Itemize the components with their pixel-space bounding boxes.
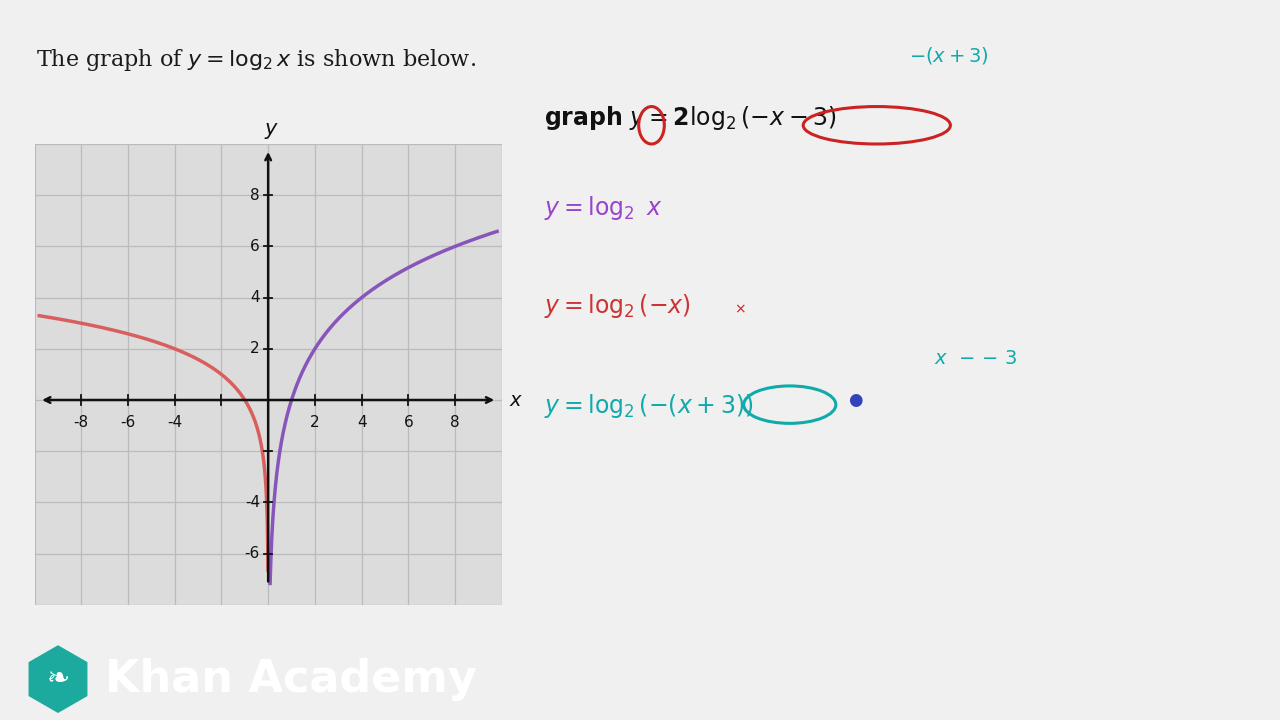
Text: $y = \log_2(-x)$: $y = \log_2(-x)$ bbox=[544, 292, 691, 320]
Text: ❧: ❧ bbox=[46, 665, 69, 693]
Text: $x\ \ {-}\ {-}\ 3$: $x\ \ {-}\ {-}\ 3$ bbox=[934, 349, 1018, 368]
Text: $\mathbf{graph}$ $y = \mathbf{2}\log_2(-x - 3)$: $\mathbf{graph}$ $y = \mathbf{2}\log_2(-… bbox=[544, 104, 837, 132]
Text: $x$: $x$ bbox=[508, 390, 524, 410]
Text: $-(x+3)$: $-(x+3)$ bbox=[909, 45, 988, 66]
Text: -4: -4 bbox=[168, 415, 182, 431]
Text: $y$: $y$ bbox=[264, 122, 279, 141]
Text: Khan Academy: Khan Academy bbox=[105, 657, 476, 701]
Text: -4: -4 bbox=[244, 495, 260, 510]
Text: -6: -6 bbox=[120, 415, 136, 431]
Text: 4: 4 bbox=[357, 415, 366, 431]
Text: $\times$: $\times$ bbox=[733, 302, 746, 317]
Text: 2: 2 bbox=[251, 341, 260, 356]
Text: $y = \log_2(-(x+3))$: $y = \log_2(-(x+3))$ bbox=[544, 392, 754, 420]
Text: 4: 4 bbox=[251, 290, 260, 305]
Text: 6: 6 bbox=[250, 239, 260, 254]
Text: 2: 2 bbox=[310, 415, 320, 431]
Text: The graph of $y = \log_2 x$ is shown below.: The graph of $y = \log_2 x$ is shown bel… bbox=[36, 47, 476, 73]
Text: 6: 6 bbox=[403, 415, 413, 431]
Text: ●: ● bbox=[847, 390, 863, 409]
Text: -6: -6 bbox=[244, 546, 260, 561]
Text: -8: -8 bbox=[74, 415, 88, 431]
Text: 8: 8 bbox=[451, 415, 460, 431]
Text: 8: 8 bbox=[251, 188, 260, 203]
Text: $y = \log_2\ x$: $y = \log_2\ x$ bbox=[544, 194, 663, 222]
